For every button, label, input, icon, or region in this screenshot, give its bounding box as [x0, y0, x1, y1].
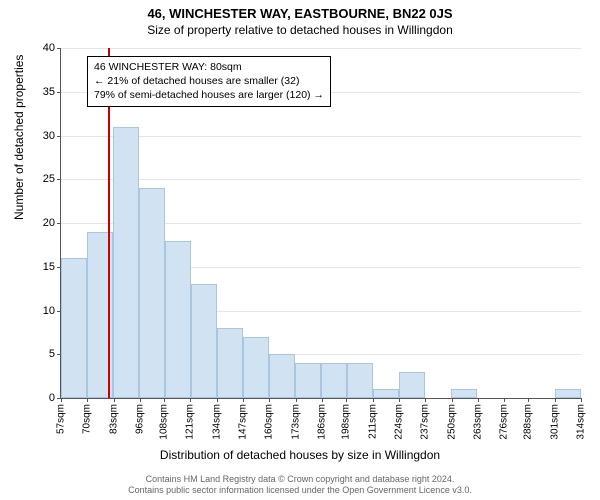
- plot-area: 051015202530354057sqm70sqm83sqm96sqm108s…: [60, 48, 581, 399]
- x-tick-mark: [399, 398, 400, 402]
- page-title: 46, WINCHESTER WAY, EASTBOURNE, BN22 0JS: [0, 0, 600, 21]
- x-tick-mark: [114, 398, 115, 402]
- x-axis-label: Distribution of detached houses by size …: [0, 448, 600, 462]
- x-tick-mark: [164, 398, 165, 402]
- y-tick-mark: [57, 92, 61, 93]
- x-tick-label: 237sqm: [420, 404, 431, 440]
- x-tick-mark: [504, 398, 505, 402]
- annotation-line: 79% of semi-detached houses are larger (…: [94, 88, 324, 102]
- x-tick-label: 198sqm: [341, 404, 352, 440]
- chart-container: 46, WINCHESTER WAY, EASTBOURNE, BN22 0JS…: [0, 0, 600, 500]
- histogram-bar: [191, 284, 217, 398]
- x-tick-label: 288sqm: [523, 404, 534, 440]
- annotation-line: 46 WINCHESTER WAY: 80sqm: [94, 60, 324, 74]
- x-tick-mark: [581, 398, 582, 402]
- footer-line-1: Contains HM Land Registry data © Crown c…: [0, 474, 600, 485]
- y-tick-label: 10: [43, 305, 55, 317]
- x-tick-mark: [217, 398, 218, 402]
- x-tick-mark: [296, 398, 297, 402]
- x-tick-label: 108sqm: [159, 404, 170, 440]
- y-tick-mark: [57, 48, 61, 49]
- x-tick-label: 263sqm: [472, 404, 483, 440]
- histogram-bar: [555, 389, 581, 398]
- x-tick-label: 83sqm: [108, 404, 119, 434]
- histogram-bar: [321, 363, 347, 398]
- page-subtitle: Size of property relative to detached ho…: [0, 21, 600, 37]
- x-tick-label: 134sqm: [211, 404, 222, 440]
- x-tick-label: 186sqm: [317, 404, 328, 440]
- x-tick-mark: [243, 398, 244, 402]
- x-tick-label: 147sqm: [238, 404, 249, 440]
- x-tick-label: 173sqm: [290, 404, 301, 440]
- annotation-box: 46 WINCHESTER WAY: 80sqm← 21% of detache…: [87, 56, 331, 107]
- y-tick-mark: [57, 179, 61, 180]
- histogram-bar: [243, 337, 269, 398]
- y-tick-mark: [57, 136, 61, 137]
- x-tick-mark: [190, 398, 191, 402]
- x-tick-mark: [452, 398, 453, 402]
- x-tick-mark: [322, 398, 323, 402]
- y-tick-label: 35: [43, 86, 55, 98]
- x-tick-mark: [87, 398, 88, 402]
- x-tick-mark: [528, 398, 529, 402]
- x-tick-label: 301sqm: [549, 404, 560, 440]
- annotation-line: ← 21% of detached houses are smaller (32…: [94, 74, 324, 88]
- histogram-bar: [113, 127, 139, 398]
- x-tick-mark: [373, 398, 374, 402]
- y-tick-label: 5: [49, 348, 55, 360]
- x-tick-label: 211sqm: [367, 404, 378, 439]
- y-tick-label: 30: [43, 130, 55, 142]
- x-tick-label: 224sqm: [393, 404, 404, 440]
- x-tick-mark: [555, 398, 556, 402]
- histogram-bar: [451, 389, 477, 398]
- histogram-bar: [165, 241, 191, 399]
- histogram-bar: [61, 258, 87, 398]
- y-axis-label: Number of detached properties: [12, 55, 26, 220]
- x-tick-label: 160sqm: [264, 404, 275, 440]
- histogram-bar: [399, 372, 425, 398]
- x-tick-mark: [61, 398, 62, 402]
- x-tick-mark: [346, 398, 347, 402]
- grid-line: [61, 48, 581, 49]
- x-tick-mark: [478, 398, 479, 402]
- histogram-bar: [347, 363, 373, 398]
- histogram-bar: [295, 363, 321, 398]
- grid-line: [61, 136, 581, 137]
- x-tick-mark: [140, 398, 141, 402]
- x-tick-label: 314sqm: [576, 404, 587, 440]
- chart-footer: Contains HM Land Registry data © Crown c…: [0, 474, 600, 497]
- y-tick-label: 25: [43, 173, 55, 185]
- x-tick-label: 276sqm: [499, 404, 510, 440]
- y-tick-label: 40: [43, 42, 55, 54]
- histogram-bar: [217, 328, 243, 398]
- histogram-bar: [269, 354, 295, 398]
- y-tick-mark: [57, 223, 61, 224]
- y-tick-label: 0: [49, 392, 55, 404]
- x-tick-label: 121sqm: [185, 404, 196, 440]
- y-tick-label: 20: [43, 217, 55, 229]
- y-tick-label: 15: [43, 261, 55, 273]
- x-tick-mark: [269, 398, 270, 402]
- footer-line-2: Contains public sector information licen…: [0, 485, 600, 496]
- grid-line: [61, 179, 581, 180]
- x-tick-mark: [425, 398, 426, 402]
- x-tick-label: 96sqm: [134, 404, 145, 434]
- x-tick-label: 57sqm: [56, 404, 67, 434]
- histogram-bar: [373, 389, 399, 398]
- x-tick-label: 70sqm: [82, 404, 93, 434]
- histogram-bar: [139, 188, 165, 398]
- x-tick-label: 250sqm: [446, 404, 457, 440]
